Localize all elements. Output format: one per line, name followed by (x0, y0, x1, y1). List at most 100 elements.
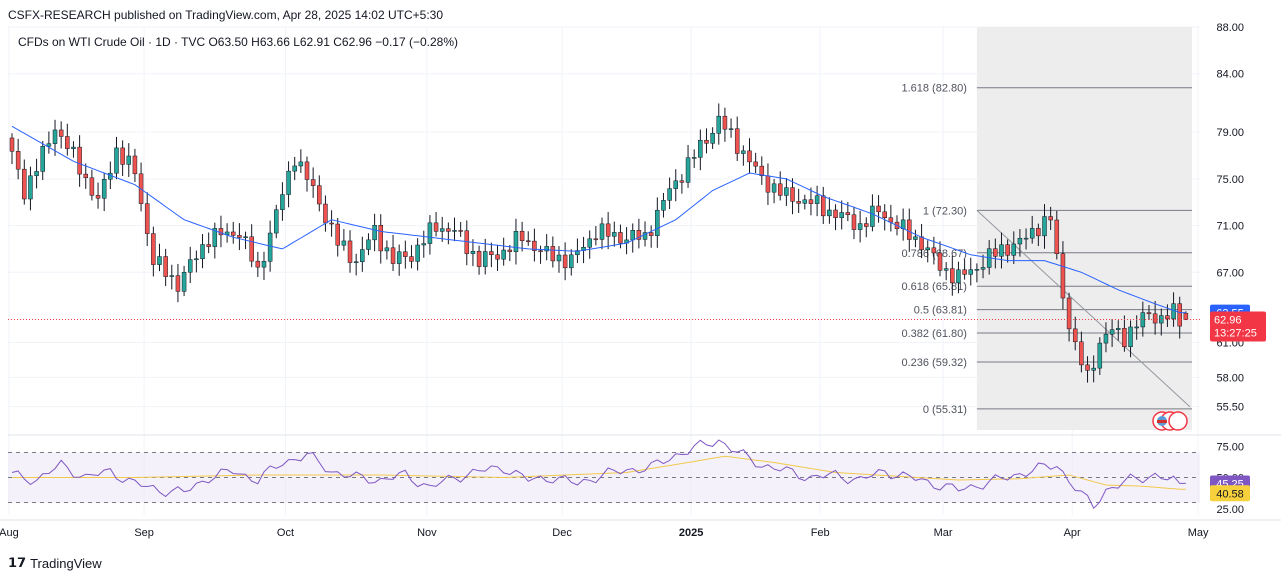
candle-11[interactable] (77, 135, 82, 187)
candle-56[interactable] (353, 253, 359, 276)
candle-120[interactable] (747, 138, 752, 174)
candle-131[interactable] (814, 185, 820, 217)
candle-79[interactable] (495, 244, 500, 271)
candle-101[interactable] (630, 223, 635, 253)
candle-8[interactable] (58, 121, 64, 149)
candle-17[interactable] (114, 136, 119, 180)
candle-113[interactable] (704, 128, 709, 154)
candle-132[interactable] (821, 186, 826, 224)
candle-116[interactable] (722, 107, 728, 142)
candle-81[interactable] (507, 245, 513, 262)
candle-67[interactable] (421, 230, 427, 258)
candle-23[interactable] (151, 226, 156, 277)
candle-151[interactable] (937, 241, 943, 277)
candle-108[interactable] (673, 169, 678, 202)
candle-112[interactable] (698, 129, 703, 171)
candle-158[interactable] (980, 254, 986, 279)
candle-180[interactable] (1116, 320, 1121, 341)
candle-32[interactable] (206, 232, 211, 254)
candle-60[interactable] (378, 214, 383, 264)
candle-24[interactable] (157, 243, 162, 272)
candle-9[interactable] (65, 123, 70, 156)
candle-104[interactable] (648, 225, 654, 248)
candle-28[interactable] (181, 265, 187, 297)
candle-15[interactable] (101, 172, 107, 212)
candle-43[interactable] (274, 204, 279, 239)
candle-10[interactable] (71, 141, 76, 158)
candle-130[interactable] (808, 187, 814, 216)
candle-40[interactable] (255, 251, 261, 277)
candle-156[interactable] (968, 257, 973, 286)
candle-95[interactable] (593, 226, 599, 246)
candle-98[interactable] (612, 221, 617, 247)
candle-34[interactable] (218, 215, 224, 248)
candle-55[interactable] (347, 230, 353, 273)
candle-181[interactable] (1122, 315, 1127, 352)
candle-86[interactable] (538, 245, 543, 264)
candle-7[interactable] (52, 119, 58, 156)
candle-46[interactable] (292, 156, 297, 181)
candle-117[interactable] (728, 118, 734, 138)
candle-29[interactable] (187, 246, 193, 284)
candle-121[interactable] (753, 152, 758, 173)
candle-78[interactable] (489, 242, 494, 268)
candle-100[interactable] (624, 227, 629, 255)
candle-175[interactable] (1085, 356, 1090, 383)
candle-91[interactable] (569, 249, 574, 276)
candle-39[interactable] (249, 224, 254, 268)
tradingview-brand[interactable]: 𝟭𝟳 TradingView (8, 555, 102, 571)
candle-30[interactable] (194, 250, 199, 273)
candle-177[interactable] (1097, 337, 1103, 375)
candle-12[interactable] (83, 163, 88, 189)
candle-71[interactable] (446, 222, 451, 245)
candle-13[interactable] (89, 169, 95, 201)
candle-109[interactable] (679, 174, 685, 194)
candle-106[interactable] (661, 192, 666, 218)
candle-122[interactable] (759, 156, 765, 185)
candle-84[interactable] (526, 231, 531, 246)
candle-47[interactable] (298, 149, 304, 173)
candle-102[interactable] (636, 218, 642, 249)
candle-152[interactable] (943, 262, 949, 281)
candle-139[interactable] (864, 217, 869, 238)
candle-141[interactable] (876, 195, 881, 223)
candle-49[interactable] (310, 167, 316, 198)
candle-33[interactable] (212, 222, 218, 259)
candle-83[interactable] (519, 221, 525, 252)
candle-176[interactable] (1091, 355, 1096, 383)
candle-166[interactable] (1029, 215, 1035, 244)
candle-52[interactable] (329, 210, 334, 237)
candle-68[interactable] (427, 215, 433, 255)
candle-163[interactable] (1011, 231, 1017, 265)
candle-45[interactable] (286, 161, 291, 208)
candle-51[interactable] (323, 195, 328, 232)
candle-65[interactable] (409, 245, 414, 269)
candle-127[interactable] (790, 178, 795, 215)
candle-27[interactable] (175, 263, 181, 303)
candle-182[interactable] (1128, 320, 1133, 358)
candle-18[interactable] (120, 140, 125, 177)
candle-25[interactable] (163, 248, 168, 287)
candle-75[interactable] (470, 239, 476, 267)
candle-26[interactable] (169, 264, 175, 290)
candle-53[interactable] (335, 217, 340, 257)
candle-63[interactable] (396, 244, 402, 276)
candle-155[interactable] (962, 259, 967, 280)
candle-36[interactable] (231, 221, 236, 244)
candle-107[interactable] (667, 177, 672, 210)
candle-97[interactable] (605, 212, 611, 250)
candle-88[interactable] (550, 236, 556, 268)
rsi-line[interactable] (11, 439, 1186, 510)
candle-134[interactable] (833, 204, 838, 231)
candle-174[interactable] (1079, 331, 1084, 373)
candle-22[interactable] (144, 192, 150, 246)
candle-21[interactable] (138, 162, 144, 212)
candle-165[interactable] (1023, 228, 1029, 250)
candle-160[interactable] (993, 238, 998, 269)
candle-94[interactable] (587, 230, 592, 259)
candle-161[interactable] (999, 232, 1004, 269)
candle-153[interactable] (950, 255, 955, 296)
symbol-ohlc-line[interactable]: CFDs on WTI Crude Oil · 1D · TVC O63.50 … (18, 35, 458, 49)
economic-events-icon[interactable] (1152, 411, 1188, 431)
